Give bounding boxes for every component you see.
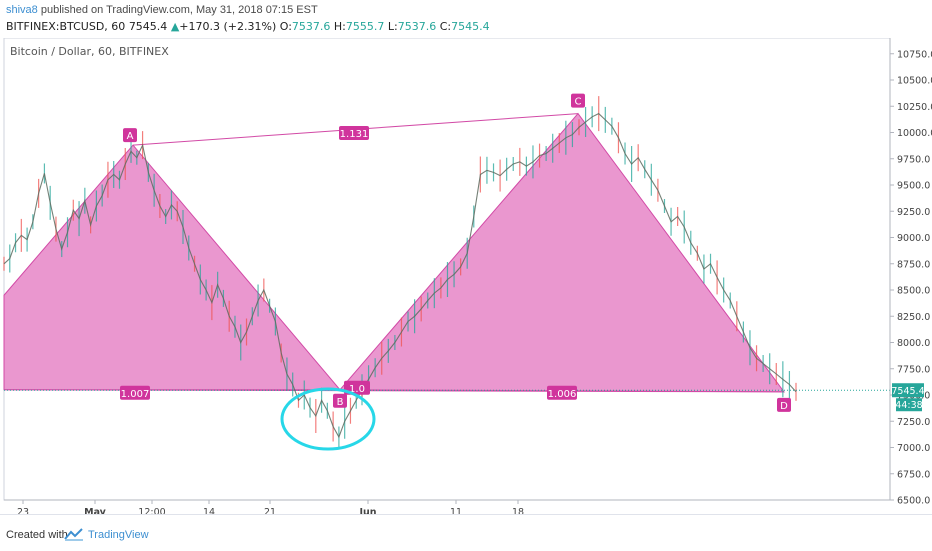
time-tick-label: May <box>84 507 107 514</box>
ratio-ac-label: 1.131 <box>340 129 369 140</box>
low-value: 7537.6 <box>397 20 437 33</box>
close-label: C: <box>439 20 452 33</box>
last-price: 7545.4 <box>128 20 168 33</box>
chart-area[interactable]: Bitcoin / Dollar, 60, BITFINEX A B C D 1.131… <box>0 37 932 518</box>
last-price-label: 7545.4 <box>891 386 924 397</box>
price-tick-label: 9500.0 <box>897 181 930 192</box>
price-tick-label: 8750.0 <box>897 259 930 270</box>
time-tick-label: 14 <box>203 507 215 514</box>
ratio-ac-label-bg <box>339 126 369 140</box>
price-tick-label: 9750.0 <box>897 154 930 165</box>
time-tick-label: 21 <box>264 507 276 514</box>
price-change: +170.3 (+2.31%) <box>179 20 277 33</box>
price-chart[interactable]: Bitcoin / Dollar, 60, BITFINEX A B C D 1.131… <box>0 37 932 518</box>
last-price-badge <box>892 383 924 398</box>
time-tick-label: 23 <box>17 507 29 514</box>
ratio-bd-label: 1.0 <box>349 384 365 395</box>
ratio-xd-label: 1.006 <box>548 389 577 400</box>
ratio-xd-label-bg <box>547 385 577 400</box>
price-tick-label: 6750.0 <box>897 469 930 480</box>
time-tick-label: Jun <box>358 507 376 514</box>
price-tick-label: 8500.0 <box>897 286 930 297</box>
point-a-label: A <box>127 131 134 142</box>
symbol-label: BITFINEX:BTCUSD, 60 <box>6 20 126 33</box>
created-with-text: Created with <box>6 529 68 541</box>
time-tick-label: 18 <box>512 507 524 514</box>
chart-footer: Created with TradingView <box>0 514 932 551</box>
point-d-label: D <box>780 401 788 412</box>
point-b-label-bg <box>333 393 347 408</box>
price-tick-label: 7250.0 <box>897 417 930 428</box>
open-value: 7537.6 <box>291 20 331 33</box>
tradingview-link[interactable]: TradingView <box>88 529 149 541</box>
point-a-label-bg <box>123 128 137 143</box>
ohlc-line: BITFINEX:BTCUSD, 60 7545.4 ▲+170.3 (+2.3… <box>6 20 490 33</box>
point-b-label: B <box>337 397 344 408</box>
up-arrow-icon: ▲ <box>170 20 180 33</box>
price-series <box>3 96 890 448</box>
time-axis[interactable]: 23 May 12:00 14 21 Jun 11 18 <box>4 499 890 518</box>
price-tick-label: 10750.0 <box>897 49 932 60</box>
low-label: L: <box>387 20 398 33</box>
ratio-xb-label-bg <box>120 385 150 400</box>
countdown-badge <box>896 398 922 412</box>
tradingview-logo-icon[interactable] <box>64 527 84 541</box>
point-d-label-bg <box>777 397 791 412</box>
price-axis[interactable]: 10750.0 10500.0 10250.0 10000.0 9750.0 9500.0… <box>889 38 932 507</box>
highlight-ellipse <box>280 387 376 451</box>
published-text: published on TradingView.com, May 31, 20… <box>40 4 318 16</box>
price-tick-label: 7750.0 <box>897 364 930 375</box>
series-line-2 <box>361 112 797 393</box>
price-tick-label: 8250.0 <box>897 312 930 323</box>
open-label: O: <box>279 20 292 33</box>
price-tick-label: 6500.0 <box>897 496 930 507</box>
price-tick-label: 10000.0 <box>897 128 932 139</box>
publish-line: shiva8 published on TradingView.com, May… <box>6 4 318 16</box>
price-tick-label: 9000.0 <box>897 233 930 244</box>
price-tick-label: 10250.0 <box>897 102 932 113</box>
chart-header: shiva8 published on TradingView.com, May… <box>0 0 932 38</box>
close-value: 7545.4 <box>451 20 490 33</box>
price-tick-label: 10500.0 <box>897 76 932 87</box>
price-tick-label: 8000.0 <box>897 338 930 349</box>
time-tick-label: 12:00 <box>138 507 165 514</box>
time-tick-label: 11 <box>450 507 462 514</box>
high-value: 7555.7 <box>345 20 385 33</box>
ratio-xb-label: 1.007 <box>121 389 150 400</box>
point-c-label: C <box>575 97 582 108</box>
chart-title: Bitcoin / Dollar, 60, BITFINEX <box>10 45 169 58</box>
price-tick-label: 9250.0 <box>897 207 930 218</box>
author-link[interactable]: shiva8 <box>6 4 38 16</box>
point-c-label-bg <box>571 93 585 108</box>
pattern-markers[interactable]: A B C D 1.131 1.007 1.0 1.006 <box>120 93 791 451</box>
price-tick-label: 7000.0 <box>897 443 930 454</box>
high-label: H: <box>333 20 346 33</box>
countdown-label: 44:38 <box>895 400 922 411</box>
series-line-1 <box>3 143 363 439</box>
